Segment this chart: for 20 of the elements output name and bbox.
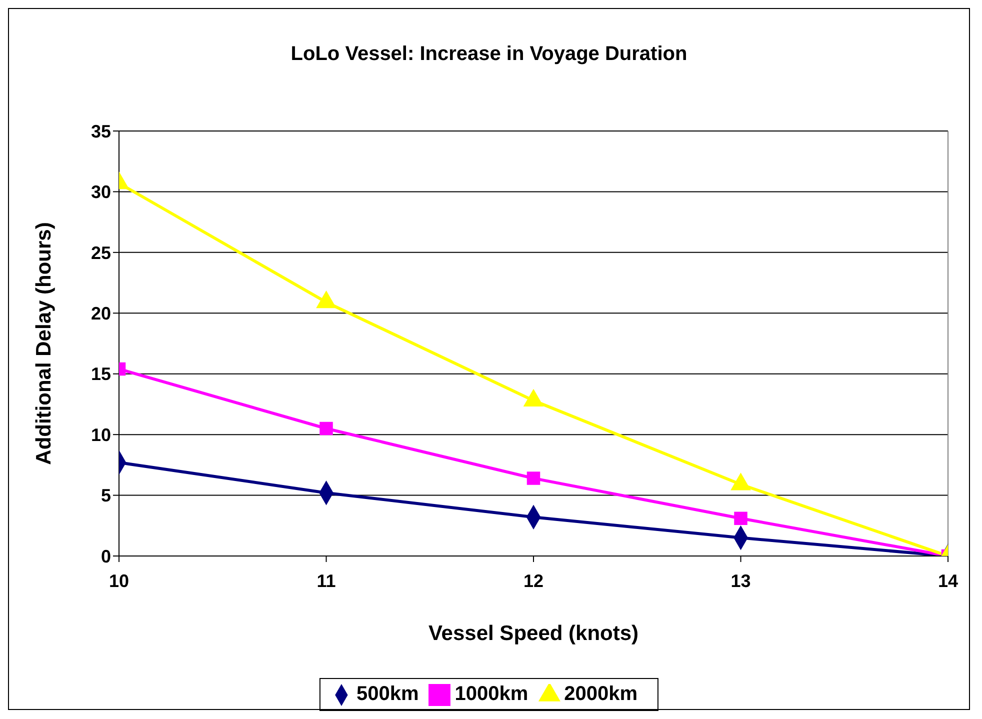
y-tick-label: 20 [90, 304, 111, 324]
x-tick-label: 14 [938, 570, 958, 591]
y-tick-label: 15 [90, 364, 111, 384]
legend-label: 1000km [454, 683, 528, 705]
y-axis-title: Additional Delay (hours) [32, 222, 56, 465]
x-tick-label: 11 [316, 570, 336, 591]
point [526, 472, 540, 485]
point [734, 512, 748, 525]
y-tick-label: 30 [90, 182, 111, 202]
legend-label: 2000km [564, 683, 638, 705]
y-tick-label: 0 [100, 546, 111, 566]
y-tick-label: 25 [90, 242, 111, 263]
y-tick-label: 5 [100, 486, 111, 506]
y-tick-label: 35 [90, 121, 111, 142]
x-tick-label: 13 [730, 570, 751, 591]
legend-label: 500km [356, 683, 419, 705]
y-tick-label: 10 [90, 424, 111, 445]
x-axis-title: Vessel Speed (knots) [428, 622, 639, 645]
x-tick-label: 12 [523, 570, 544, 591]
chart-title: LoLo Vessel: Increase in Voyage Duration [290, 43, 688, 66]
